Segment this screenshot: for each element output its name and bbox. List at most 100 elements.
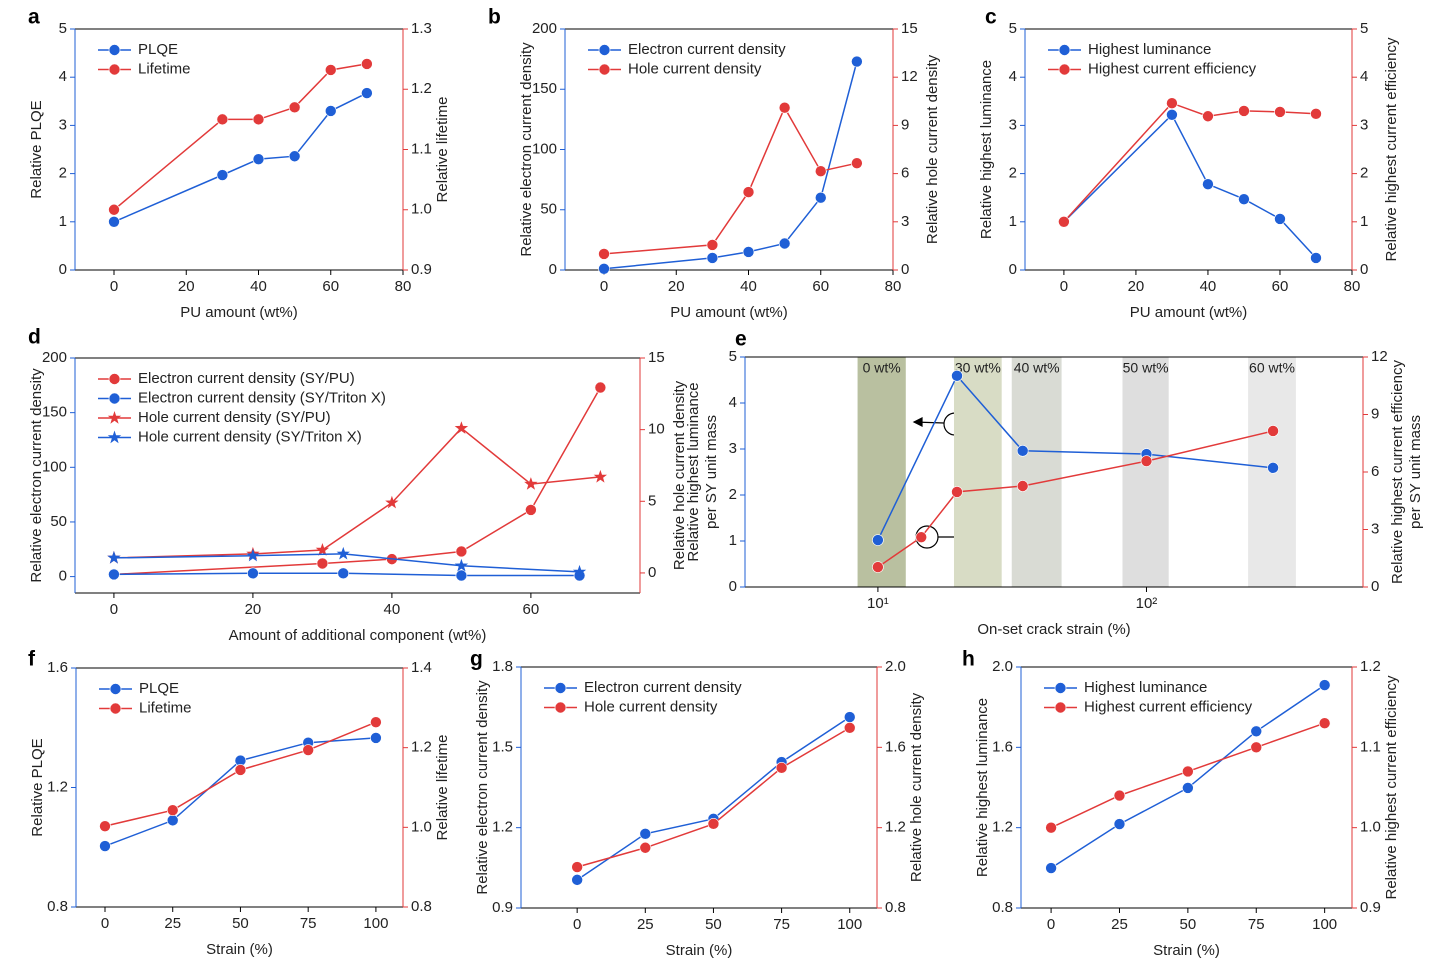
data-point — [1113, 818, 1126, 830]
data-point — [843, 711, 856, 723]
series-line — [576, 727, 851, 868]
panel-letter: a — [28, 6, 40, 29]
panel: 0 25 50 75 1000.81.21.62.00.91.01.11.2Relati… — [962, 648, 1400, 959]
legend-marker — [598, 44, 611, 56]
x-axis-label: Strain (%) — [1153, 942, 1220, 959]
x-tick-label: 60 — [523, 601, 540, 618]
y-tick-label: 1.1 — [411, 140, 432, 157]
data-point — [216, 113, 229, 126]
y-tick-label: 15 — [901, 20, 918, 37]
data-point — [1250, 741, 1263, 754]
series-line — [877, 430, 1274, 568]
y-tick-label: 4 — [729, 394, 737, 411]
y-tick-label: 3 — [729, 440, 737, 457]
data-point — [455, 545, 468, 558]
data-point — [108, 216, 120, 228]
data-point — [1113, 789, 1126, 802]
data-point — [1250, 725, 1263, 738]
data-point — [598, 248, 610, 260]
y-tick-label: 3 — [1009, 116, 1017, 133]
panel-letter: f — [28, 648, 36, 671]
legend-label: Lifetime — [139, 699, 192, 716]
y-tick-label: 4 — [1009, 68, 1017, 85]
data-point — [1202, 178, 1214, 191]
data-point — [166, 804, 179, 817]
y-tick-label: 50 — [50, 513, 67, 530]
data-point — [361, 58, 373, 70]
y-tick-label: 3 — [1360, 116, 1368, 133]
x-tick-label: 100 — [837, 916, 862, 933]
y-tick-label: 3 — [1371, 520, 1379, 537]
panel: 0 20 40 60 80 0 1 2 3 4 5 0.9 1.0 1.1 1.2 1.3 Relative P… — [28, 6, 451, 321]
data-point — [246, 548, 260, 562]
panel-letter: d — [28, 326, 41, 349]
data-point — [288, 101, 301, 114]
y-tick-label: 0.9 — [1360, 899, 1381, 916]
legend-marker — [108, 44, 121, 56]
data-point — [872, 534, 884, 546]
y-tick-label: 0.9 — [411, 261, 432, 278]
y-tick-label: 0.9 — [492, 899, 513, 916]
y-tick-label: 1 — [729, 532, 737, 549]
y-tick-label: 1.2 — [885, 819, 906, 836]
x-tick-label: 10² — [1136, 595, 1158, 612]
x-axis-label: Strain (%) — [206, 941, 273, 958]
data-point — [1045, 862, 1057, 874]
data-point — [1045, 821, 1057, 834]
data-point — [216, 169, 229, 181]
y-tick-label: 1.6 — [992, 738, 1013, 755]
series-line — [113, 92, 368, 223]
y-tick-label: 1 — [59, 213, 67, 230]
data-point — [324, 64, 337, 76]
y-axis-label: Relative electron current density — [518, 42, 535, 257]
y-tick-label: 100 — [532, 140, 557, 157]
y-tick-label: 100 — [42, 458, 67, 475]
data-point — [594, 381, 607, 394]
y-tick-label: 0 — [648, 564, 656, 581]
data-point — [370, 732, 382, 744]
x-tick-label: 40 — [740, 278, 757, 295]
data-point — [1238, 193, 1250, 205]
y-axis-label: per SY unit mass — [703, 415, 720, 529]
x-tick-label: 100 — [363, 915, 388, 932]
legend-marker — [107, 430, 122, 444]
y-tick-label: 5 — [1360, 20, 1368, 37]
data-point — [166, 814, 179, 827]
y-tick-label: 5 — [59, 20, 67, 37]
y-axis-label: Relative electron current density — [474, 680, 491, 895]
data-point — [99, 820, 111, 832]
y-tick-label: 1.2 — [411, 80, 432, 97]
x-axis-label: PU amount (wt%) — [1130, 304, 1248, 321]
y-tick-label: 1.2 — [411, 739, 432, 756]
x-tick-label: 25 — [164, 915, 181, 932]
data-point — [571, 861, 583, 873]
series-line — [1063, 102, 1317, 223]
data-point — [1016, 480, 1029, 492]
data-point — [1182, 782, 1194, 794]
y-tick-label: 2 — [59, 165, 67, 182]
band-label: 50 wt% — [1123, 360, 1169, 376]
y-tick-label: 0 — [901, 261, 909, 278]
y-tick-label: 0 — [549, 261, 557, 278]
x-axis-label: PU amount (wt%) — [670, 304, 788, 321]
y-axis-label: Relative PLQE — [28, 100, 45, 198]
y-tick-label: 1.4 — [411, 659, 432, 676]
data-point — [706, 239, 719, 251]
x-tick-label: 40 — [1200, 278, 1217, 295]
y2-axis-label: Relative lifetime — [434, 97, 451, 203]
y2-axis-label: per SY unit mass — [1407, 415, 1424, 529]
panel-letter: e — [735, 328, 747, 351]
legend-label: Highest current efficiency — [1088, 60, 1257, 77]
legend-marker — [1058, 63, 1071, 76]
y2-axis-label: Relative hole current density — [908, 692, 925, 882]
y-tick-label: 5 — [729, 348, 737, 365]
data-point — [851, 157, 863, 169]
legend-marker — [1054, 701, 1067, 714]
y-tick-label: 1.3 — [411, 20, 432, 37]
data-point — [851, 55, 863, 68]
y-axis-label: Relative electron current density — [28, 368, 45, 583]
data-point — [742, 246, 755, 258]
legend-label: Hole current density — [628, 60, 762, 77]
series-line — [1063, 113, 1317, 259]
